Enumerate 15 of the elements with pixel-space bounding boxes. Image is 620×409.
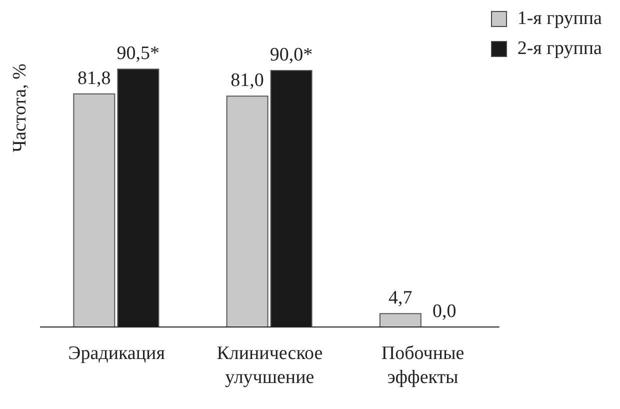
x-tick-label: Клиническое улучшение [216,343,323,388]
x-tick-label: Побочные эффекты [381,343,464,388]
data-label: 81,8 [78,68,111,89]
data-label: 90,5* [116,43,160,64]
legend-label: 2-я группа [517,38,602,60]
bar [379,313,422,327]
x-tick-label: Эрадикация [68,343,166,364]
data-label: 81,0 [230,70,264,92]
bar [73,93,116,327]
data-label: 4,7 [388,288,412,309]
legend-label: 1-я группа [517,8,602,30]
bar [226,96,268,327]
y-axis-title: Частота, % [9,64,31,152]
data-label: 90,0* [270,44,313,66]
data-label: 0,0 [432,300,456,322]
